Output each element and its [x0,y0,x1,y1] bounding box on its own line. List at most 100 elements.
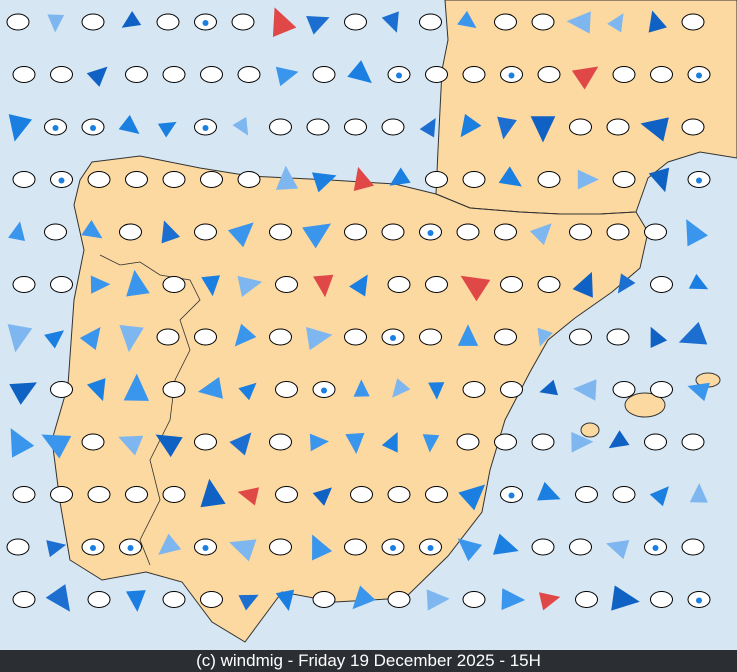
calm-marker [381,223,405,241]
rain-drop [90,125,96,131]
wind-arrow [689,483,708,503]
calm-marker [275,276,298,293]
calm-marker [269,118,292,136]
wind-arrow [611,585,640,611]
wind-arrow [573,379,597,401]
calm-marker [312,66,336,83]
calm-marker [194,223,217,241]
wind-arrow [640,117,669,142]
calm-marker [12,171,36,188]
wind-arrow [428,382,445,400]
calm-marker [269,223,292,241]
wind-arrow [353,379,370,397]
calm-marker [419,13,442,31]
calm-marker [606,223,630,241]
calm-marker [500,381,523,398]
calm-marker [650,591,673,608]
wind-arrow [234,323,257,347]
calm-marker [575,486,598,503]
calm-marker [87,486,111,503]
calm-marker [50,486,73,503]
calm-marker [681,13,705,31]
calm-marker [387,591,411,608]
rain-drop [390,545,396,551]
wind-arrow [125,590,146,612]
wind-arrow [497,116,517,140]
wind-arrow [118,435,144,456]
wind-arrow [571,66,599,90]
calm-marker [425,66,448,83]
calm-marker [81,13,105,31]
rain-drop [696,72,702,79]
calm-marker [531,13,555,31]
calm-marker [381,118,405,136]
calm-marker [275,381,298,398]
wind-arrow [44,330,65,349]
footer-credit: (c) windmig - Friday 19 December 2025 - … [196,651,541,670]
rain-drop [652,545,659,551]
wind-arrow [41,434,72,459]
borders [99,193,637,566]
calm-marker [494,328,517,346]
wind-arrow [229,539,257,562]
calm-marker [344,118,367,136]
calm-marker [119,223,142,241]
rain-drop [52,125,59,131]
rain-drop [90,545,96,551]
calm-marker [269,538,292,556]
wind-arrow [7,324,33,353]
rain-drop [508,72,515,79]
wind-arrow [237,275,263,298]
wind-arrow [126,269,150,297]
wind-arrow [121,10,142,28]
wind-arrow [353,166,374,192]
wind-arrow [201,275,221,297]
wind-arrow [650,326,668,349]
wind-arrow [572,271,593,298]
calm-marker [87,171,111,188]
rain-drop [427,545,434,551]
wind-arrow [648,167,670,193]
wind-arrow [275,589,295,612]
rain-drop [396,72,402,79]
wind-arrow [538,592,561,611]
calm-marker [650,381,673,398]
rain-drop [508,492,515,499]
calm-marker [462,381,486,398]
calm-marker [462,591,486,608]
map [0,0,737,650]
calm-marker [6,13,30,31]
wind-arrow [457,538,483,562]
calm-marker [494,223,517,241]
calm-marker [312,591,336,608]
calm-marker [12,66,36,83]
border-line [99,254,201,566]
wind-arrow [46,540,67,558]
calm-marker [531,433,555,451]
rain-drop [202,545,209,551]
calm-marker [644,223,667,241]
wind-arrow [381,432,398,453]
wind-arrow [86,66,108,87]
wind-arrow [347,60,372,84]
wind-arrow [457,324,479,346]
calm-marker [162,171,186,188]
wind-arrow [419,117,436,138]
wind-arrow [492,533,519,555]
wind-arrow [123,373,150,401]
calm-marker [344,223,367,241]
wind-arrow [498,166,522,187]
wind-markers [6,7,711,612]
wind-arrow [608,430,630,449]
calm-marker [194,433,217,451]
wind-arrow [312,534,333,561]
calm-marker [162,486,186,503]
wind-arrow [10,428,35,458]
wind-arrow [47,14,65,33]
calm-marker [125,171,148,188]
wind-arrow [238,594,259,611]
calm-marker [537,276,561,293]
calm-marker [50,381,73,398]
wind-arrow [577,169,599,190]
wind-arrow [232,116,249,136]
